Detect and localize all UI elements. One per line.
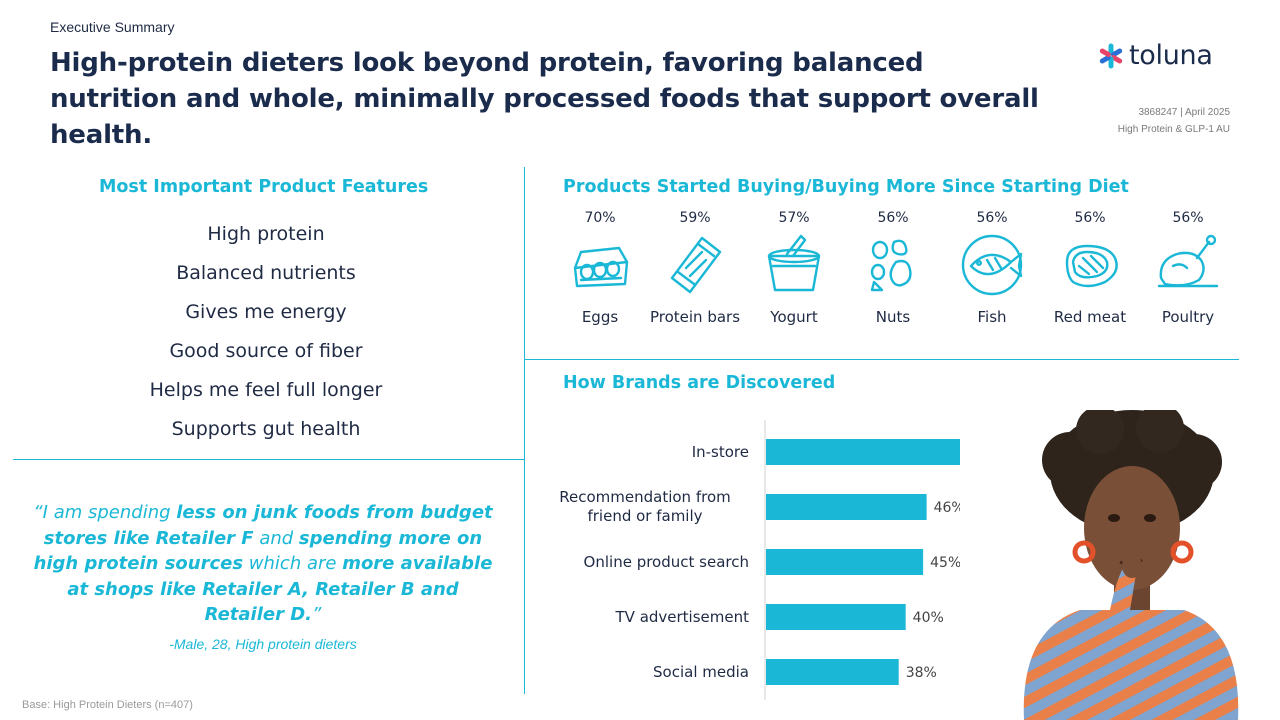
left-divider: [13, 459, 525, 460]
yogurt-icon: [761, 232, 827, 298]
bar-value-label: 46%: [934, 500, 960, 516]
brands-title: How Brands are Discovered: [563, 373, 836, 393]
right-divider: [525, 359, 1239, 360]
features-title: Most Important Product Features: [99, 177, 429, 197]
product-poultry: 56% Poultry: [1138, 208, 1238, 326]
vertical-divider: [524, 167, 525, 694]
chicken-icon: [1155, 232, 1221, 298]
steak-icon: [1057, 232, 1123, 298]
quote-part-bold: spending more on high protein sources: [33, 527, 483, 575]
report-subject: High Protein & GLP-1 AU: [1117, 124, 1230, 135]
bar-category-label: Social media: [653, 663, 749, 681]
page-title: High-protein dieters look beyond protein…: [50, 48, 1039, 150]
bar-value-label: 45%: [930, 555, 960, 571]
product-red-meat: 56% Red meat: [1040, 208, 1140, 326]
bar-value-label: 40%: [913, 610, 944, 626]
product-eggs: 70% Eggs: [550, 208, 650, 326]
quote-part: ”: [312, 604, 322, 625]
bar: [766, 439, 960, 465]
product-nuts: 56% Nuts: [843, 208, 943, 326]
section-label: Executive Summary: [50, 19, 175, 35]
product-name: Poultry: [1161, 308, 1215, 326]
protein-bar-icon: [662, 232, 728, 298]
bar: [766, 549, 924, 575]
product-pct: 57%: [778, 210, 810, 226]
quote-part-bold: less on junk foods from budget stores li…: [43, 502, 493, 549]
person-photo: [1010, 404, 1250, 720]
product-pct: 56%: [877, 210, 909, 226]
logo-text: toluna: [1129, 40, 1213, 71]
product-pct: 56%: [976, 210, 1008, 226]
product-pct: 70%: [584, 210, 616, 226]
features-list: High protein Balanced nutrients Gives me…: [14, 221, 518, 455]
fish-icon: [959, 232, 1025, 298]
bar: [766, 659, 899, 685]
bar-category-label: Recommendation from friend or family: [559, 488, 730, 525]
feature-item: Gives me energy: [185, 301, 347, 323]
bar: [766, 604, 906, 630]
product-pct: 56%: [1074, 210, 1106, 226]
product-name: Eggs: [581, 308, 619, 326]
feature-item: Good source of fiber: [169, 340, 363, 362]
feature-item: Helps me feel full longer: [149, 379, 383, 401]
nuts-icon: [860, 232, 926, 298]
product-name: Nuts: [875, 308, 911, 326]
products-row: 70% Eggs 59% Protein bars 57%: [550, 208, 1240, 348]
product-protein-bars: 59% Protein bars: [645, 208, 745, 326]
product-name: Red meat: [1053, 308, 1127, 326]
bar-category-label: In-store: [692, 443, 749, 461]
product-name: Protein bars: [649, 308, 741, 326]
quote-part: “I am spending: [33, 502, 177, 523]
quote-part: which are: [243, 553, 343, 574]
quote-attribution: -Male, 28, High protein dieters: [169, 636, 357, 652]
asterisk-logo-icon: [1099, 43, 1123, 68]
eggs-icon: [567, 232, 633, 298]
quote-part-bold: more available at shops like Retailer A,…: [67, 553, 493, 625]
bar-value-label: 38%: [906, 665, 937, 681]
products-title: Products Started Buying/Buying More Sinc…: [563, 177, 1129, 197]
product-pct: 59%: [679, 210, 711, 226]
bar-category-label: Online product search: [584, 553, 749, 571]
respondent-quote: “I am spending less on junk foods from b…: [30, 500, 496, 628]
product-yogurt: 57% Yogurt: [744, 208, 844, 326]
bar-category-label: TV advertisement: [615, 608, 750, 626]
base-note: Base: High Protein Dieters (n=407): [22, 699, 193, 711]
report-id: 3868247 | April 2025: [1138, 107, 1230, 118]
product-fish: 56% Fish: [942, 208, 1042, 326]
product-pct: 56%: [1172, 210, 1204, 226]
product-name: Fish: [977, 308, 1007, 326]
product-name: Yogurt: [770, 308, 818, 326]
report-meta: 3868247 | April 2025 High Protein & GLP-…: [1118, 104, 1230, 138]
feature-item: Supports gut health: [171, 418, 361, 440]
toluna-logo: toluna: [1098, 40, 1213, 71]
feature-item: Balanced nutrients: [176, 262, 356, 284]
quote-part: and: [253, 527, 299, 549]
feature-item: High protein: [207, 223, 325, 245]
bar: [766, 494, 927, 520]
